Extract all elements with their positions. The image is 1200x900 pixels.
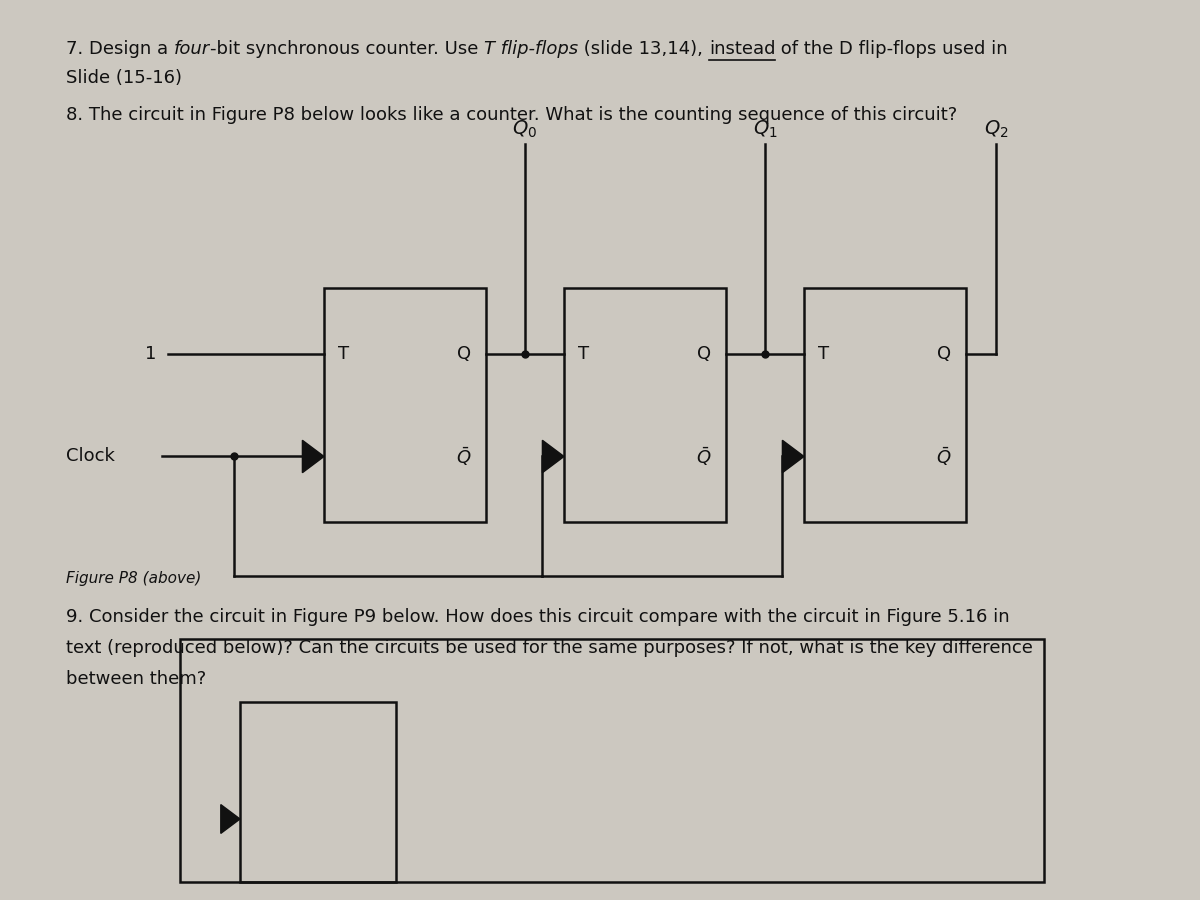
Polygon shape: [221, 805, 240, 833]
Text: $Q_0$: $Q_0$: [512, 118, 538, 140]
Text: 9. Consider the circuit in Figure P9 below. How does this circuit compare with t: 9. Consider the circuit in Figure P9 bel…: [66, 608, 1009, 625]
Text: (slide 13,14),: (slide 13,14),: [578, 40, 709, 58]
Text: Figure P8 (above): Figure P8 (above): [66, 572, 202, 587]
Bar: [564, 288, 726, 522]
Text: T: T: [578, 345, 589, 363]
Polygon shape: [782, 440, 804, 472]
Text: 1: 1: [145, 345, 156, 363]
Text: T: T: [818, 345, 829, 363]
Text: of the D flip-flops used in: of the D flip-flops used in: [775, 40, 1008, 58]
Text: four: four: [174, 40, 210, 58]
Text: Q: Q: [457, 345, 472, 363]
Bar: [324, 288, 486, 522]
Text: $\bar{Q}$: $\bar{Q}$: [456, 446, 472, 468]
Text: instead: instead: [709, 40, 775, 58]
Text: Slide (15-16): Slide (15-16): [66, 69, 182, 87]
Bar: [240, 702, 396, 882]
Text: Q: Q: [937, 345, 952, 363]
Text: $\bar{Q}$: $\bar{Q}$: [936, 446, 952, 468]
Text: $\bar{Q}$: $\bar{Q}$: [696, 446, 712, 468]
Text: 7. Design a: 7. Design a: [66, 40, 174, 58]
Text: Clock: Clock: [66, 447, 115, 465]
Bar: [180, 639, 1044, 882]
Polygon shape: [542, 440, 564, 472]
Text: 8. The circuit in Figure P8 below looks like a counter. What is the counting seq: 8. The circuit in Figure P8 below looks …: [66, 106, 958, 124]
Bar: [804, 288, 966, 522]
Text: between them?: between them?: [66, 670, 206, 688]
Text: Q: Q: [697, 345, 712, 363]
Text: $Q_2$: $Q_2$: [984, 118, 1008, 140]
Text: text (reproduced below)? Can the circuits be used for the same purposes? If not,: text (reproduced below)? Can the circuit…: [66, 639, 1033, 657]
Text: T: T: [338, 345, 349, 363]
Text: -bit synchronous counter. Use: -bit synchronous counter. Use: [210, 40, 484, 58]
Text: T flip-flops: T flip-flops: [484, 40, 578, 58]
Text: $Q_1$: $Q_1$: [752, 118, 778, 140]
Polygon shape: [302, 440, 324, 472]
